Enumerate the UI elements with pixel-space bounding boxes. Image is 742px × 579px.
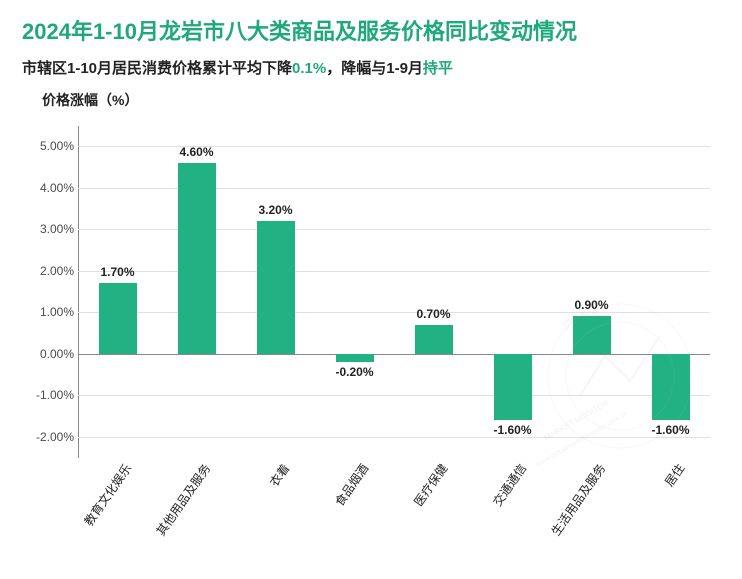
bar-group: -1.60%交通通信 bbox=[473, 126, 552, 458]
bar bbox=[494, 354, 532, 420]
bar bbox=[336, 354, 374, 362]
value-label: 3.20% bbox=[258, 203, 292, 217]
bar-group: -0.20%食品烟酒 bbox=[315, 126, 394, 458]
y-tick-label: 1.00% bbox=[26, 305, 74, 319]
subtitle-seg1: 市辖区1-10月居民消费价格累计平均下降 bbox=[22, 60, 292, 77]
y-tick-label: -2.00% bbox=[26, 430, 74, 444]
value-label: 4.60% bbox=[179, 145, 213, 159]
x-tick-label: 教育文化娱乐 bbox=[79, 460, 134, 529]
bar bbox=[573, 316, 611, 353]
chart-area: -2.00% -1.00% 0.00% 1.00% 2.00% 3.00% 4.00% 5.0… bbox=[22, 116, 720, 536]
bar-group: 3.20%衣着 bbox=[236, 126, 315, 458]
value-label: 0.90% bbox=[574, 298, 608, 312]
chart-title: 2024年1-10月龙岩市八大类商品及服务价格同比变动情况 bbox=[22, 18, 720, 47]
bar bbox=[99, 283, 137, 354]
y-tick-label: -1.00% bbox=[26, 388, 74, 402]
subtitle-accent2: 持平 bbox=[423, 60, 453, 77]
bar-group: 0.70%医疗保健 bbox=[394, 126, 473, 458]
value-label: -1.60% bbox=[651, 423, 689, 437]
y-tick-label: 5.00% bbox=[26, 139, 74, 153]
bar-group: 0.90%生活用品及服务 bbox=[552, 126, 631, 458]
y-tick-label: 2.00% bbox=[26, 264, 74, 278]
bar bbox=[178, 163, 216, 354]
x-tick-label: 医疗保健 bbox=[409, 460, 450, 509]
bar bbox=[257, 221, 295, 354]
bar-group: -1.60%居住 bbox=[631, 126, 710, 458]
y-tick-label: 0.00% bbox=[26, 347, 74, 361]
bar-group: 4.60%其他用品及服务 bbox=[157, 126, 236, 458]
x-tick-label: 生活用品及服务 bbox=[547, 460, 609, 539]
x-tick-label: 食品烟酒 bbox=[330, 460, 371, 509]
y-tick-label: 3.00% bbox=[26, 222, 74, 236]
plot-region: -2.00%-1.00%0.00%1.00%2.00%3.00%4.00%5.0… bbox=[78, 126, 710, 458]
value-label: 1.70% bbox=[100, 265, 134, 279]
x-tick-label: 其他用品及服务 bbox=[152, 460, 214, 539]
bar bbox=[652, 354, 690, 420]
bar-group: 1.70%教育文化娱乐 bbox=[78, 126, 157, 458]
subtitle-seg2: ，降幅与1-9月 bbox=[326, 60, 423, 77]
chart-subtitle: 市辖区1-10月居民消费价格累计平均下降0.1%，降幅与1-9月持平 bbox=[22, 57, 720, 78]
x-tick-label: 交通通信 bbox=[488, 460, 529, 509]
x-tick-label: 居住 bbox=[660, 460, 688, 489]
y-tick-label: 4.00% bbox=[26, 181, 74, 195]
bar bbox=[415, 325, 453, 354]
value-label: -1.60% bbox=[493, 423, 531, 437]
x-tick-label: 衣着 bbox=[265, 460, 293, 489]
value-label: -0.20% bbox=[335, 365, 373, 379]
y-axis-label: 价格涨幅（%） bbox=[42, 90, 720, 110]
value-label: 0.70% bbox=[416, 307, 450, 321]
subtitle-accent1: 0.1% bbox=[292, 60, 326, 77]
